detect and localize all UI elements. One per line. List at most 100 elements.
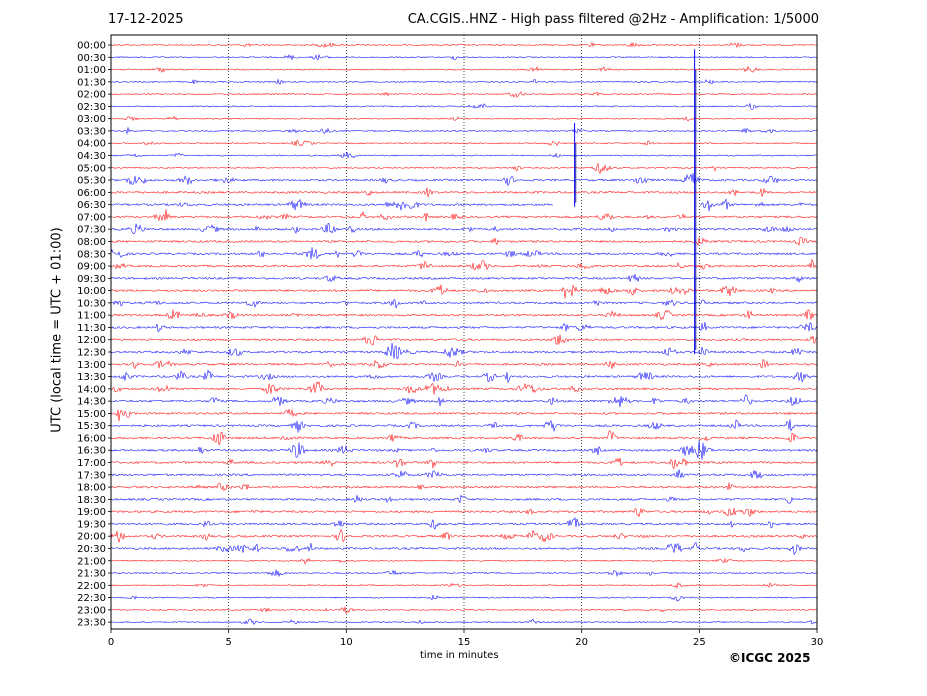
trace-0100	[110, 65, 818, 74]
trace-0630	[110, 198, 818, 212]
trace-1330	[110, 369, 818, 384]
trace-2230	[110, 594, 818, 602]
y-tick-label: 04:30	[77, 151, 106, 162]
trace-0130	[110, 78, 818, 85]
y-tick-label: 00:30	[77, 53, 106, 64]
y-tick-label: 02:00	[77, 90, 106, 101]
trace-1530	[110, 419, 818, 433]
trace-1400	[110, 380, 818, 395]
y-tick-label: 06:30	[77, 200, 106, 211]
trace-2000	[110, 528, 818, 543]
chart-title: CA.CGIS..HNZ - High pass filtered @2Hz -…	[407, 12, 819, 27]
y-tick-label: 12:00	[77, 335, 106, 346]
y-tick-label: 14:30	[77, 397, 106, 408]
y-tick-label: 14:00	[77, 384, 106, 395]
y-tick-label: 07:00	[77, 212, 106, 223]
trace-1700	[110, 457, 818, 470]
x-tick-label: 15	[458, 637, 471, 648]
y-tick-label: 10:30	[77, 298, 106, 309]
trace-1600	[110, 430, 818, 446]
copyright-notice: ©ICGC 2025	[729, 651, 811, 665]
y-tick-label: 12:30	[77, 348, 106, 359]
trace-0730	[110, 223, 818, 235]
trace-2100	[110, 557, 818, 565]
y-tick-label: 11:30	[77, 323, 106, 334]
trace-1230	[110, 342, 818, 359]
y-tick-label: 16:30	[77, 446, 106, 457]
x-tick-label: 25	[693, 637, 706, 648]
trace-1830	[110, 494, 818, 504]
x-tick-label: 30	[811, 637, 824, 648]
trace-1030	[110, 299, 818, 309]
trace-1430	[110, 394, 818, 408]
trace-0800	[110, 237, 818, 247]
y-tick-label: 16:00	[77, 433, 106, 444]
y-tick-label: 18:00	[77, 483, 106, 494]
y-tick-label: 15:00	[77, 409, 106, 420]
y-tick-label: 17:00	[77, 458, 106, 469]
y-tick-label: 20:00	[77, 532, 106, 543]
y-tick-label: 22:00	[77, 581, 106, 592]
y-tick-label: 15:30	[77, 421, 106, 432]
y-tick-label: 19:30	[77, 519, 106, 530]
y-tick-label: 09:30	[77, 274, 106, 285]
trace-1000	[110, 284, 818, 299]
x-tick-label: 10	[340, 637, 353, 648]
trace-0700	[110, 209, 818, 222]
y-tick-label: 22:30	[77, 593, 106, 604]
y-tick-label: 11:00	[77, 311, 106, 322]
trace-1300	[110, 358, 818, 369]
y-tick-label: 19:00	[77, 507, 106, 518]
trace-0500	[110, 162, 818, 175]
y-tick-label: 01:00	[77, 65, 106, 76]
trace-1900	[110, 507, 818, 518]
trace-1200	[110, 334, 818, 346]
trace-0200	[110, 91, 818, 98]
y-tick-label: 08:30	[77, 249, 106, 260]
trace-1630	[110, 440, 818, 460]
trace-2300	[110, 606, 818, 614]
trace-0400	[110, 139, 818, 147]
trace-0000	[110, 41, 818, 49]
trace-0230	[110, 102, 818, 110]
y-tick-label: 07:30	[77, 225, 106, 236]
y-tick-label: 00:00	[77, 41, 106, 52]
trace-0530	[110, 173, 818, 187]
x-tick-label: 20	[575, 637, 588, 648]
trace-1800	[110, 482, 818, 492]
y-tick-label: 18:30	[77, 495, 106, 506]
y-tick-label: 21:30	[77, 569, 106, 580]
x-axis-label: time in minutes	[420, 650, 499, 661]
trace-0330	[110, 127, 818, 135]
trace-0830	[110, 247, 818, 260]
trace-1100	[110, 309, 818, 321]
y-tick-label: 03:30	[77, 126, 106, 137]
trace-2130	[110, 569, 818, 578]
y-tick-label: 03:00	[77, 114, 106, 125]
trace-0300	[110, 115, 818, 122]
y-tick-label: 02:30	[77, 102, 106, 113]
y-tick-label: 13:30	[77, 372, 106, 383]
trace-1730	[110, 469, 818, 479]
y-tick-label: 08:00	[77, 237, 106, 248]
trace-0900	[110, 258, 818, 271]
y-tick-label: 10:00	[77, 286, 106, 297]
y-tick-label: 23:30	[77, 618, 106, 629]
trace-0430	[110, 151, 818, 159]
x-tick-label: 0	[108, 637, 114, 648]
y-tick-label: 23:00	[77, 605, 106, 616]
trace-2330	[110, 618, 818, 626]
y-tick-label: 06:00	[77, 188, 106, 199]
y-tick-label: 21:00	[77, 556, 106, 567]
trace-1130	[110, 322, 818, 333]
y-tick-label: 04:00	[77, 139, 106, 150]
trace-2030	[110, 542, 818, 556]
trace-1500	[110, 409, 818, 422]
trace-0030	[110, 53, 818, 61]
y-tick-label: 01:30	[77, 77, 106, 88]
trace-0930	[110, 273, 818, 284]
y-tick-label: 09:00	[77, 262, 106, 273]
y-tick-label: 05:30	[77, 176, 106, 187]
y-tick-label: 13:00	[77, 360, 106, 371]
